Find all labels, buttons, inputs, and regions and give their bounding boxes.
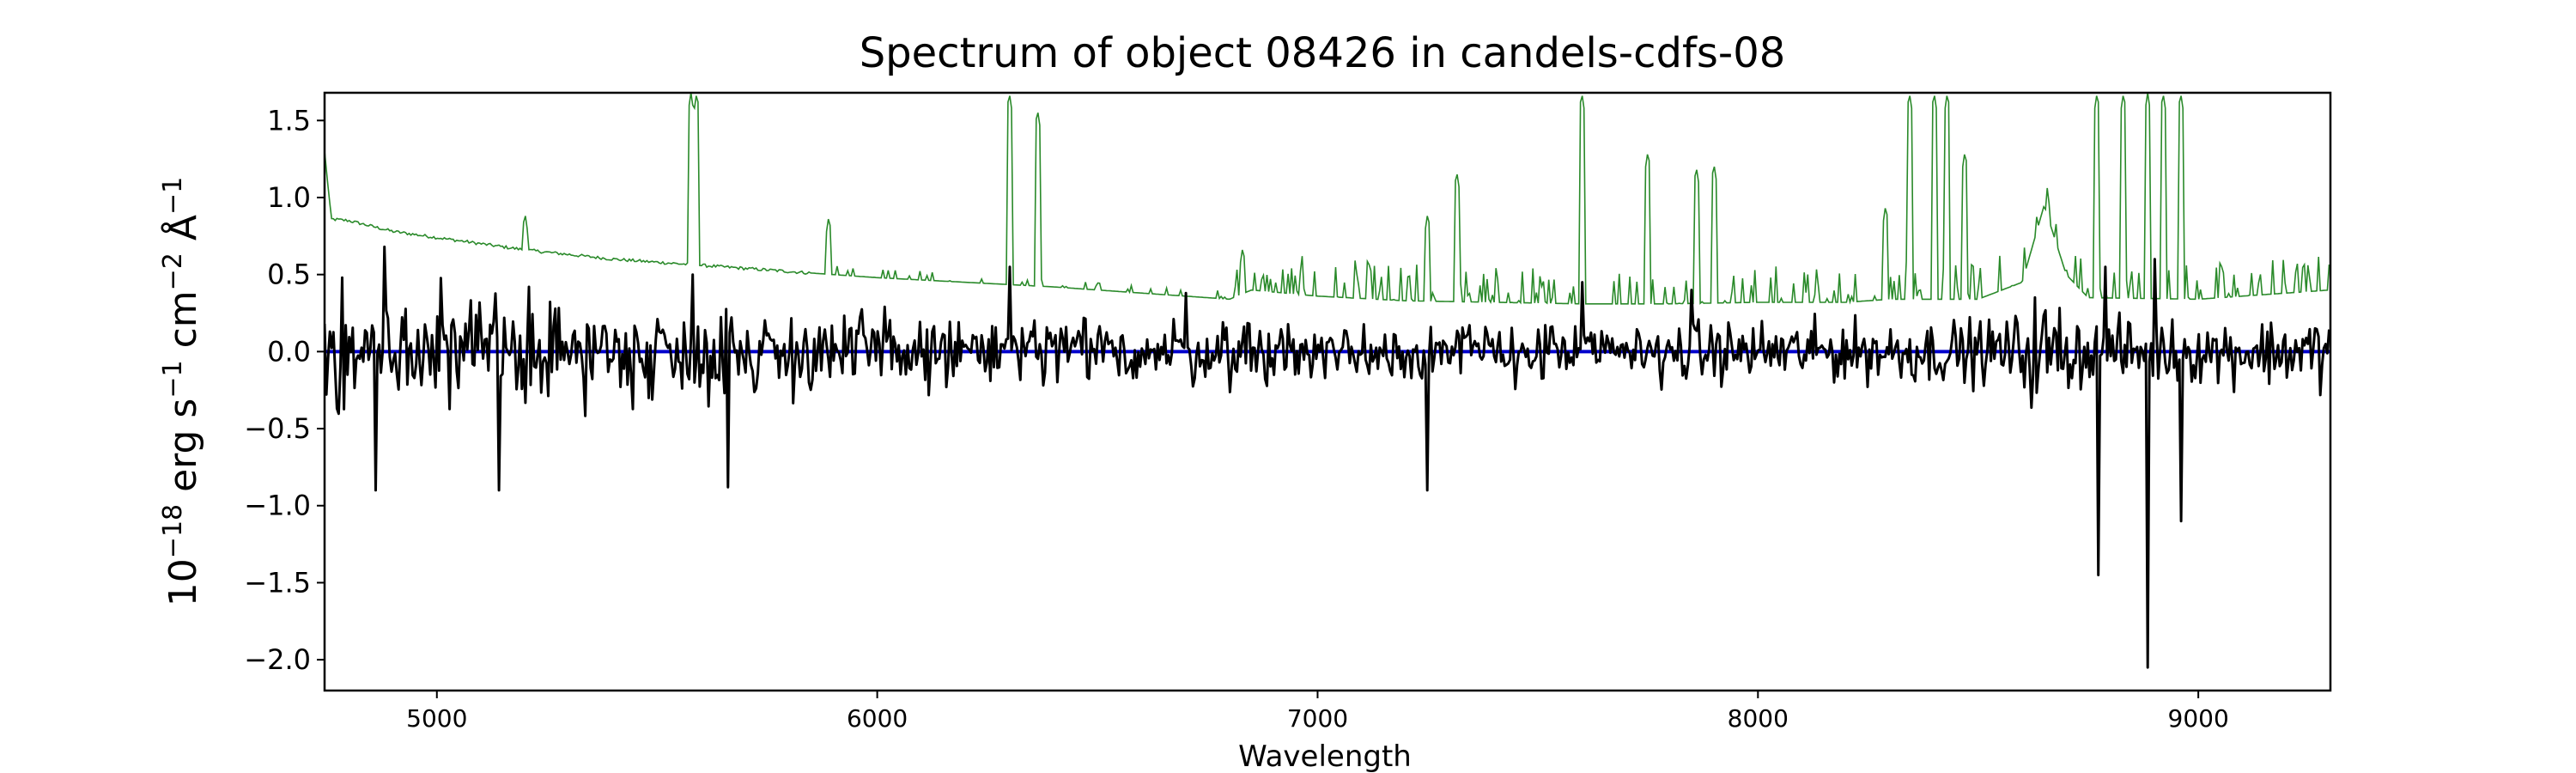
x-tick-label: 7000 [1287, 704, 1348, 733]
x-axis-label: Wavelength [1238, 740, 1412, 773]
chart-title: Spectrum of object 08426 in candels-cdfs… [860, 29, 1786, 77]
plot-frame [323, 91, 2332, 692]
y-axis: −2.0 −1.5 −1.0 −0.5 0.0 0.5 1.0 1.5 [244, 104, 325, 676]
x-tick-label: 8000 [1728, 704, 1789, 733]
y-tick-label: 0.0 [267, 335, 311, 368]
x-tick-label: 6000 [847, 704, 908, 733]
y-tick-label: −1.5 [244, 566, 311, 599]
y-tick-label: −0.5 [244, 412, 311, 445]
y-tick-label: −2.0 [244, 643, 311, 676]
error-spectrum-line [325, 93, 2330, 305]
y-tick-label: −1.0 [244, 490, 311, 522]
flux-spectrum-line [325, 245, 2330, 669]
y-tick-label: 1.5 [267, 104, 311, 137]
y-tick-label: 0.5 [267, 259, 311, 291]
x-axis: 5000 6000 7000 8000 9000 [406, 691, 2229, 733]
y-tick-label: 1.0 [267, 181, 311, 214]
y-axis-label: 10−18 erg s−1 cm−2 Å−1 [158, 177, 206, 606]
x-tick-label: 5000 [406, 704, 467, 733]
x-tick-label: 9000 [2168, 704, 2229, 733]
